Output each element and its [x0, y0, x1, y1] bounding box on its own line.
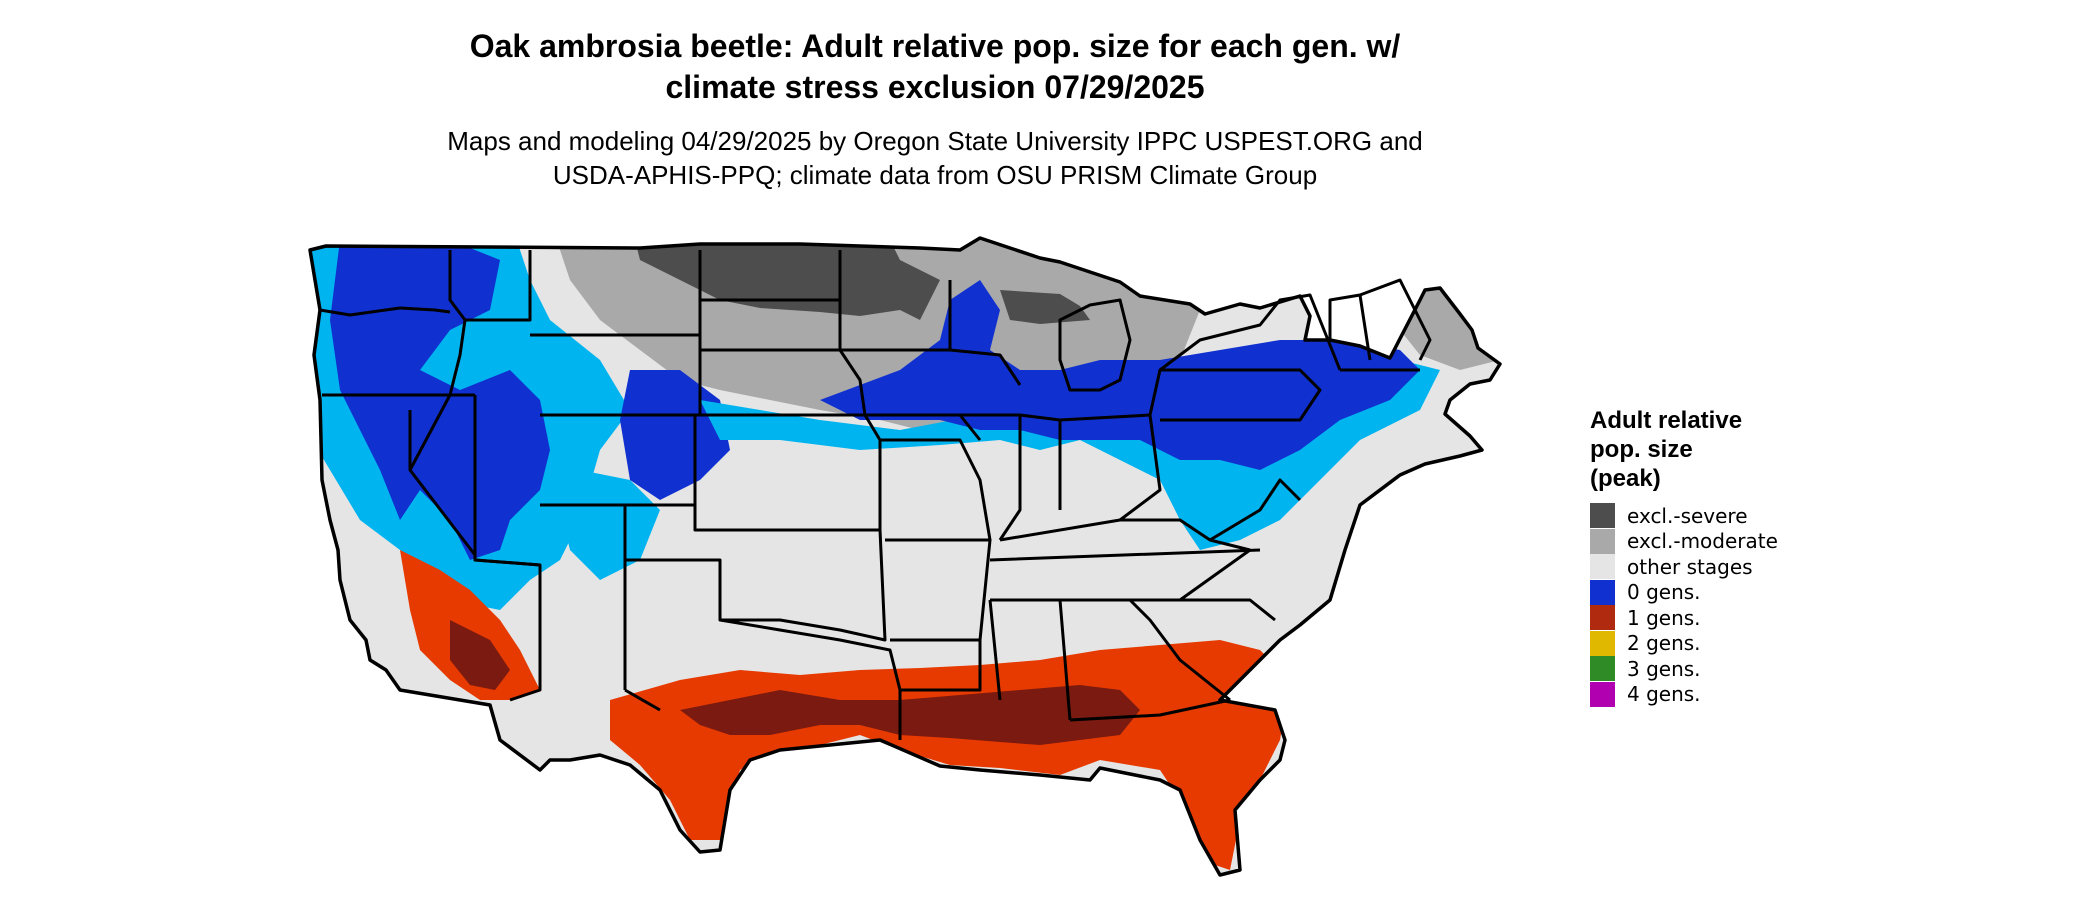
legend-label: 2 gens. [1627, 631, 1701, 656]
border-michigan [1058, 298, 1132, 392]
legend-item: excl.-severe [1590, 503, 1778, 529]
legend-item: 1 gens. [1590, 605, 1778, 631]
zero-gens-light-colorado [560, 470, 660, 580]
border-washington-oregon [319, 306, 451, 317]
border-arkansas-louisiana [885, 538, 992, 692]
legend-swatch [1590, 528, 1615, 554]
legend-item: 2 gens. [1590, 630, 1778, 657]
border-wisconsin-illinois [949, 348, 1022, 541]
border-arizona [473, 555, 542, 702]
map-subtitle: Maps and modeling 04/29/2025 by Oregon S… [0, 124, 1870, 192]
one-gen-dark-south [680, 685, 1140, 745]
border-indiana-ohio [1019, 413, 1162, 522]
subtitle-line-2: USDA-APHIS-PPQ; climate data from OSU PR… [552, 160, 1318, 190]
zero-gens-dark-west [330, 240, 550, 560]
legend-swatch [1590, 681, 1615, 707]
legend-label: 4 gens. [1627, 682, 1701, 707]
legend-title-line-1: Adult relative [1590, 407, 1743, 434]
legend-label: 3 gens. [1627, 656, 1701, 681]
border-mississippi-alabama [988, 598, 1180, 721]
legend-label: other stages [1627, 554, 1753, 579]
us-map [308, 236, 1502, 877]
border-pennsylvania [1148, 368, 1322, 422]
title-line-1: Oak ambrosia beetle: Adult relative pop.… [469, 28, 1401, 64]
legend-swatch [1590, 554, 1615, 580]
legend-label: 1 gens. [1627, 605, 1701, 630]
legend-swatch [1590, 630, 1615, 656]
border-montana-wyoming [465, 250, 700, 337]
legend-item: excl.-moderate [1590, 528, 1778, 555]
title-line-2: climate stress exclusion 07/29/2025 [665, 69, 1205, 105]
subtitle-line-1: Maps and modeling 04/29/2025 by Oregon S… [447, 126, 1423, 156]
legend-item: 0 gens. [1590, 579, 1778, 606]
legend-title-line-3: (peak) [1590, 465, 1661, 492]
map-fill-regions [310, 238, 1500, 875]
legend-label: excl.-moderate [1627, 529, 1778, 554]
state-borders [319, 250, 1432, 740]
legend-swatch [1590, 579, 1615, 605]
legend-swatch [1590, 605, 1615, 631]
border-virginia [1209, 478, 1302, 542]
legend-title: Adult relative pop. size (peak) [1590, 406, 1778, 493]
border-oklahoma [625, 503, 887, 642]
legend-label: excl.-severe [1627, 503, 1748, 528]
one-gen-dark-southwest [450, 620, 510, 690]
border-dakotas [698, 250, 860, 415]
legend-swatch [1590, 503, 1615, 529]
border-kentucky-tennessee [989, 518, 1261, 562]
border-new-york [1159, 293, 1342, 372]
legend-items: excl.-severe excl.-moderate other stages 0 … [1590, 503, 1778, 707]
border-texas [624, 618, 902, 740]
us-outline [308, 236, 1502, 877]
legend-title-line-2: pop. size [1590, 436, 1693, 463]
legend-label: 0 gens. [1627, 580, 1701, 605]
legend: Adult relative pop. size (peak) excl.-se… [1590, 406, 1778, 707]
legend-item: other stages [1590, 554, 1778, 580]
border-carolinas [1179, 548, 1276, 622]
legend-swatch [1590, 656, 1615, 682]
legend-item: 4 gens. [1590, 681, 1778, 708]
legend-item: 3 gens. [1590, 656, 1778, 682]
map-title: Oak ambrosia beetle: Adult relative pop.… [0, 26, 1870, 108]
border-georgia-florida [1069, 598, 1231, 722]
